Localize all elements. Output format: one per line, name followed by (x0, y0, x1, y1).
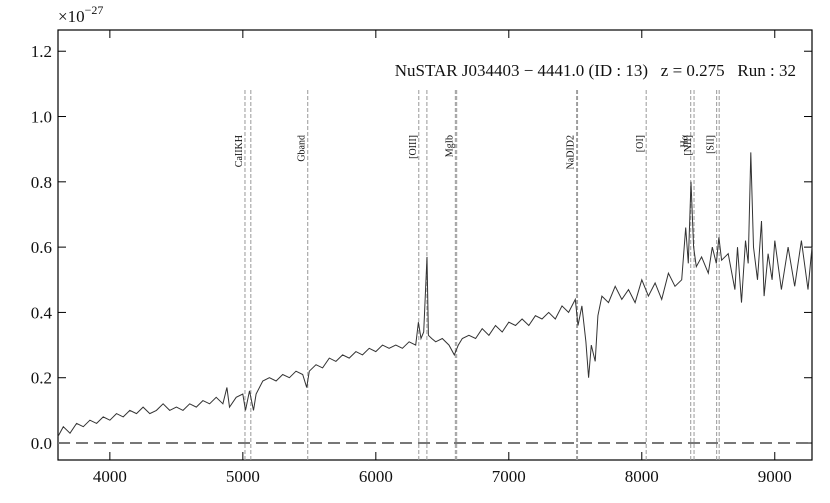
y-tick-label: 0.6 (31, 238, 52, 257)
x-tick-label: 9000 (758, 467, 792, 486)
spectrum-line (57, 152, 813, 437)
x-tick-label: 4000 (93, 467, 127, 486)
y-tick-label: 1.2 (31, 42, 52, 61)
spectral-line-label: NaDID2 (566, 135, 577, 169)
y-multiplier: ×10−27 (58, 3, 103, 26)
spectral-line-label: Hα (680, 134, 691, 147)
spectral-line-label: [OI] (635, 135, 646, 152)
y-tick-label: 0.0 (31, 434, 52, 453)
spectral-line-label: [OIII] (408, 135, 419, 159)
spectral-line-label: [SII] (706, 135, 717, 154)
multiplier-exponent: −27 (85, 3, 104, 17)
y-tick-label: 1.0 (31, 108, 52, 127)
x-tick-label: 6000 (359, 467, 393, 486)
y-tick-label: 0.2 (31, 369, 52, 388)
x-tick-label: 7000 (492, 467, 526, 486)
spectral-line-label: Gband (297, 135, 308, 162)
y-tick-label: 0.4 (31, 303, 53, 322)
y-tick-label: 0.8 (31, 173, 52, 192)
spectral-line-label: [NII] (683, 135, 694, 156)
x-tick-label: 8000 (625, 467, 659, 486)
x-tick-label: 5000 (226, 467, 260, 486)
annotation: NuSTAR J034403 − 4441.0 (ID : 13) z = 0.… (395, 61, 796, 80)
spectral-line-label: MgIb (444, 135, 455, 157)
spectral-line-label: CaIIKH (234, 135, 245, 167)
plot-frame (57, 29, 813, 461)
multiplier-base: ×10 (58, 7, 85, 26)
